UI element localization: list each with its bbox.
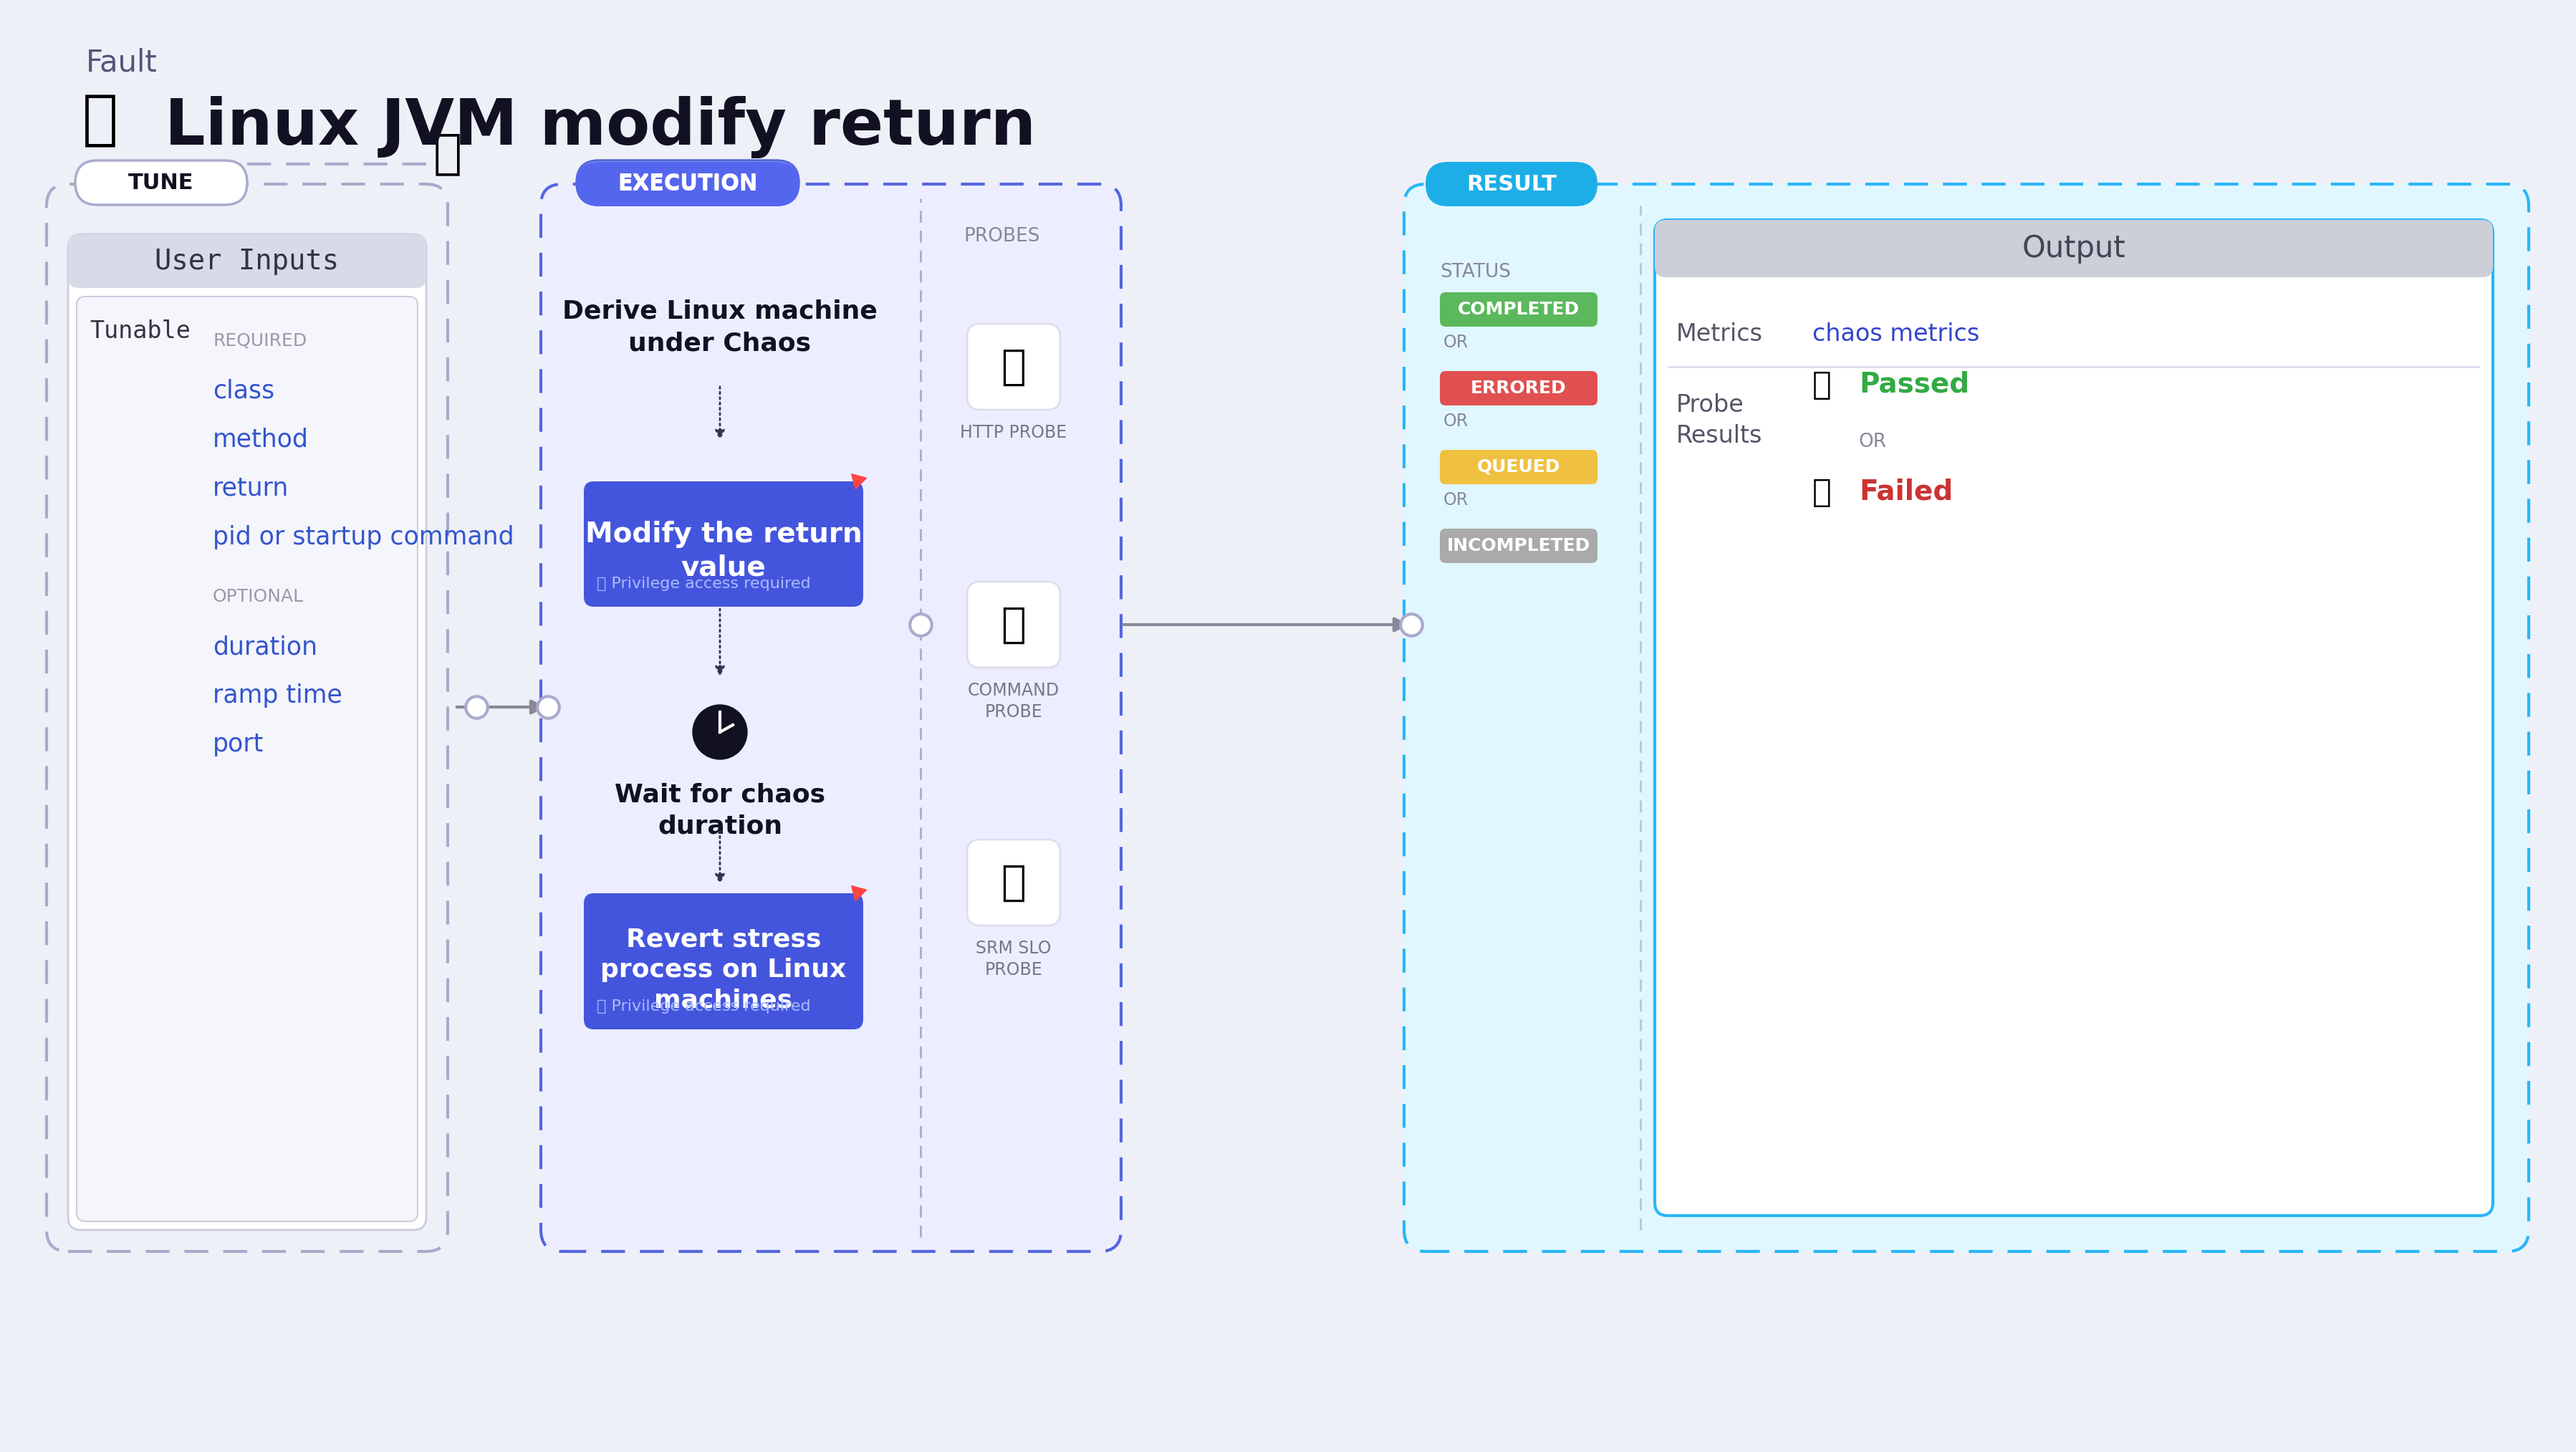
Text: User Inputs: User Inputs [155, 247, 340, 274]
Text: Tunable: Tunable [90, 319, 191, 343]
Text: EXECUTION: EXECUTION [618, 174, 757, 195]
Text: Revert stress
process on Linux
machines: Revert stress process on Linux machines [600, 928, 848, 1012]
Text: EXECUTION: EXECUTION [618, 173, 757, 193]
Text: COMPLETED: COMPLETED [1458, 301, 1579, 318]
Text: return: return [214, 476, 289, 501]
FancyBboxPatch shape [1440, 450, 1597, 484]
Text: 🐧: 🐧 [433, 129, 461, 177]
FancyBboxPatch shape [67, 234, 425, 287]
FancyBboxPatch shape [966, 582, 1061, 668]
FancyBboxPatch shape [966, 324, 1061, 409]
Text: Fault: Fault [85, 48, 157, 78]
Text: HTTP PROBE: HTTP PROBE [961, 424, 1066, 441]
Text: 💻: 💻 [1002, 604, 1025, 645]
Text: Modify the return
value: Modify the return value [585, 521, 863, 582]
Text: PROBES: PROBES [963, 227, 1041, 245]
Text: Passed: Passed [1860, 372, 1968, 398]
FancyBboxPatch shape [1440, 292, 1597, 327]
Text: Wait for chaos
duration: Wait for chaos duration [616, 783, 824, 839]
Text: chaos metrics: chaos metrics [1814, 322, 1978, 347]
Text: class: class [214, 379, 276, 404]
Text: ✅: ✅ [1814, 369, 1832, 401]
Text: OPTIONAL: OPTIONAL [214, 588, 304, 605]
FancyBboxPatch shape [1425, 161, 1597, 206]
Text: COMMAND
PROBE: COMMAND PROBE [969, 682, 1059, 720]
Text: 🔒 Privilege access required: 🔒 Privilege access required [598, 576, 811, 591]
Text: ❌: ❌ [1814, 476, 1832, 508]
FancyBboxPatch shape [541, 184, 1121, 1252]
Text: Derive Linux machine
under Chaos: Derive Linux machine under Chaos [562, 299, 878, 356]
Text: ERRORED: ERRORED [1471, 379, 1566, 396]
FancyBboxPatch shape [1404, 184, 2530, 1252]
Text: Metrics: Metrics [1677, 322, 1762, 347]
Text: 🔮: 🔮 [1002, 862, 1025, 903]
FancyBboxPatch shape [577, 161, 799, 205]
FancyBboxPatch shape [1440, 372, 1597, 405]
Text: duration: duration [214, 635, 317, 659]
Text: Failed: Failed [1860, 479, 1953, 505]
Text: OR: OR [1860, 433, 1888, 452]
Text: RESULT: RESULT [1466, 174, 1556, 195]
Text: port: port [214, 732, 263, 756]
Text: 🌐: 🌐 [1002, 347, 1025, 388]
Text: STATUS: STATUS [1440, 263, 1510, 282]
Text: OR: OR [1443, 412, 1468, 430]
Text: ramp time: ramp time [214, 684, 343, 707]
FancyBboxPatch shape [77, 296, 417, 1221]
FancyBboxPatch shape [1654, 219, 2494, 277]
Text: OR: OR [1443, 334, 1468, 351]
FancyBboxPatch shape [1440, 529, 1597, 563]
FancyBboxPatch shape [585, 482, 863, 607]
FancyBboxPatch shape [75, 161, 247, 205]
Circle shape [693, 704, 747, 759]
Text: Probe
Results: Probe Results [1677, 393, 1762, 447]
FancyBboxPatch shape [67, 234, 425, 1230]
Text: QUEUED: QUEUED [1476, 459, 1561, 476]
FancyBboxPatch shape [1654, 219, 2494, 1215]
Text: pid or startup command: pid or startup command [214, 526, 515, 549]
Text: 🐧: 🐧 [82, 91, 118, 150]
Text: TUNE: TUNE [129, 173, 193, 193]
Text: INCOMPLETED: INCOMPLETED [1448, 537, 1589, 555]
Text: SRM SLO
PROBE: SRM SLO PROBE [976, 939, 1051, 979]
Text: Output: Output [2022, 234, 2125, 264]
Text: 🔒 Privilege access required: 🔒 Privilege access required [598, 999, 811, 1013]
Text: method: method [214, 428, 309, 452]
Text: REQUIRED: REQUIRED [214, 333, 307, 350]
Text: Linux JVM modify return: Linux JVM modify return [165, 96, 1036, 158]
Text: OR: OR [1443, 491, 1468, 508]
FancyBboxPatch shape [577, 161, 799, 206]
FancyBboxPatch shape [966, 839, 1061, 925]
FancyBboxPatch shape [585, 893, 863, 1029]
